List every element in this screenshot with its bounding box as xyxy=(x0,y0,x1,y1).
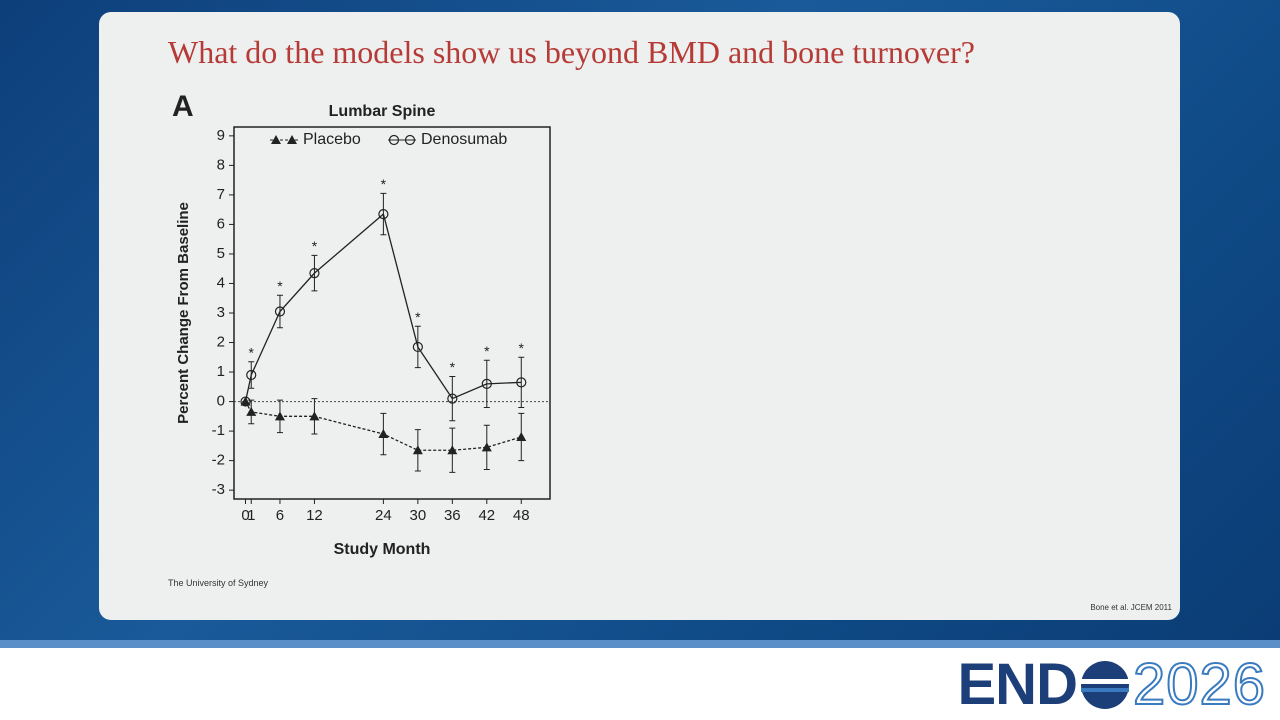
y-tick-label: 7 xyxy=(217,186,225,203)
significance-label: * xyxy=(249,344,255,360)
data-point xyxy=(309,268,320,279)
y-tick-label: -3 xyxy=(212,481,225,498)
logo: END 2026 xyxy=(958,650,1267,720)
significance-label: * xyxy=(312,238,318,254)
legend-label: Denosumab xyxy=(421,131,507,148)
y-tick-label: 3 xyxy=(217,304,225,321)
legend-marker xyxy=(404,134,416,146)
data-point xyxy=(274,411,285,421)
error-bar xyxy=(248,361,255,389)
significance-label: * xyxy=(484,343,490,359)
y-tick-label: 2 xyxy=(217,333,225,350)
error-bar xyxy=(518,356,525,408)
panel-label: A xyxy=(172,90,194,123)
logo-globe xyxy=(1080,661,1129,709)
y-tick-label: 4 xyxy=(217,274,225,291)
x-tick-label: 36 xyxy=(444,507,461,524)
y-tick-label: -2 xyxy=(212,452,225,469)
series-line xyxy=(244,212,522,402)
y-tick-label: 8 xyxy=(217,156,225,173)
significance-label: * xyxy=(415,309,421,325)
error-bar xyxy=(414,325,421,369)
x-tick-label: 6 xyxy=(276,507,284,524)
x-tick-label: 24 xyxy=(375,507,392,524)
x-tick-label: 0 xyxy=(241,507,249,524)
error-bar xyxy=(276,294,283,329)
data-point xyxy=(516,432,527,441)
data-point xyxy=(240,396,251,407)
data-point xyxy=(481,378,492,389)
bottom-bar xyxy=(0,640,1280,720)
data-point xyxy=(246,369,257,381)
y-axis-label: Percent Change From Baseline xyxy=(175,202,192,424)
y-tick-label: 9 xyxy=(217,127,225,144)
data-point xyxy=(412,341,423,353)
citation: Bone et al. JCEM 2011 xyxy=(1090,603,1172,612)
error-bar xyxy=(311,254,318,292)
x-tick-label: 48 xyxy=(513,507,530,524)
x-tick-label: 12 xyxy=(306,507,323,524)
y-tick-label: 0 xyxy=(217,393,225,410)
data-point xyxy=(412,445,423,455)
error-bar xyxy=(449,375,456,422)
data-point xyxy=(481,442,492,452)
data-point xyxy=(274,306,286,317)
logo-text: 2026 xyxy=(1132,651,1266,718)
y-tick-label: -1 xyxy=(212,422,225,439)
error-bar xyxy=(483,359,490,408)
legend-marker xyxy=(388,134,400,146)
significance-label: * xyxy=(450,359,456,375)
slide-title: What do the models show us beyond BMD an… xyxy=(168,34,975,70)
data-point xyxy=(309,411,320,421)
legend-label: Placebo xyxy=(303,131,361,148)
footer: The University of Sydney xyxy=(168,578,269,588)
y-tick-label: 1 xyxy=(217,363,225,380)
y-tick-label: 6 xyxy=(217,215,225,232)
y-tick-label: 5 xyxy=(217,245,225,262)
data-point xyxy=(447,393,458,404)
error-bar xyxy=(380,192,387,236)
data-point xyxy=(378,429,389,439)
data-point xyxy=(447,445,458,455)
data-point xyxy=(516,377,527,388)
logo-text: END xyxy=(957,652,1078,717)
data-point xyxy=(378,208,389,220)
significance-label: * xyxy=(277,278,283,294)
x-tick-label: 30 xyxy=(410,507,427,524)
legend-marker xyxy=(271,135,281,144)
x-tick-label: 1 xyxy=(247,507,255,524)
significance-label: * xyxy=(381,176,387,192)
legend-marker xyxy=(287,135,297,144)
significance-label: * xyxy=(519,340,525,356)
x-axis-label: Study Month xyxy=(334,541,431,558)
chart-title: Lumbar Spine xyxy=(329,103,436,120)
data-point xyxy=(246,406,257,416)
x-tick-label: 42 xyxy=(478,507,495,524)
chart: A Lumbar Spine Study Month Percent Chang… xyxy=(172,90,551,558)
